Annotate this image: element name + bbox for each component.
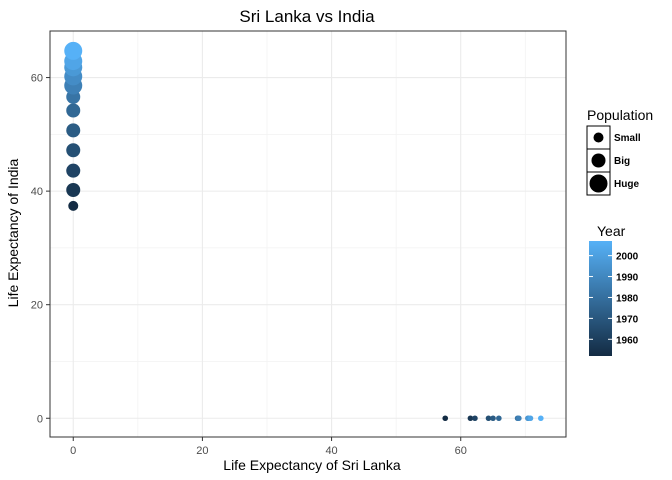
x-tick-label: 0: [70, 445, 76, 457]
population-legend-title: Population: [587, 107, 653, 123]
population-legend-symbol: [589, 174, 608, 193]
colorbar-tick-label: 2000: [616, 252, 639, 263]
data-point: [496, 415, 502, 422]
y-tick-label: 20: [31, 300, 43, 312]
major-gridlines: [50, 31, 566, 437]
panel-background: [50, 31, 566, 437]
colorbar-tick-label: 1980: [616, 293, 639, 304]
y-tick-label: 40: [31, 186, 43, 198]
colorbar-tick-label: 1960: [616, 335, 639, 346]
y-axis: 0 20 40 60: [31, 73, 50, 425]
minor-gridlines: [50, 31, 566, 437]
x-tick-label: 40: [325, 445, 337, 457]
population-legend-symbol: [591, 153, 606, 168]
chart-title: Sri Lanka vs India: [239, 7, 375, 26]
data-point: [472, 415, 478, 422]
data-point: [66, 103, 81, 118]
colorbar-tick-label: 1990: [616, 273, 639, 284]
year-colorbar-ticks: 1960 1970 1980 1990 2000: [589, 252, 639, 346]
population-legend: Population Small Big Huge: [586, 107, 653, 196]
colorbar-tick-label: 1970: [616, 314, 639, 325]
data-point: [516, 415, 522, 422]
data-point: [527, 415, 534, 422]
y-tick-label: 60: [31, 73, 43, 85]
x-axis-label: Life Expectancy of Sri Lanka: [223, 457, 401, 473]
population-legend-label: Huge: [614, 179, 639, 190]
data-point: [538, 415, 544, 422]
plot-panel: [49, 30, 567, 438]
x-axis: 0 20 40 60: [70, 437, 467, 457]
year-legend: Year 1960 1970 1980 1990 2000: [589, 223, 639, 356]
year-colorbar: [589, 241, 612, 356]
y-tick-label: 0: [37, 413, 43, 425]
data-point: [66, 163, 81, 178]
population-legend-symbol: [593, 132, 604, 143]
data-point: [68, 200, 79, 211]
population-legend-label: Big: [614, 156, 630, 167]
population-legend-keys: Small Big Huge: [586, 125, 641, 196]
x-tick-label: 20: [196, 445, 208, 457]
data-points: [64, 41, 544, 422]
year-legend-title: Year: [597, 223, 626, 239]
data-point: [442, 415, 449, 422]
y-axis-label: Life Expectancy of India: [5, 158, 21, 307]
panel-border: [49, 30, 567, 438]
data-point: [485, 415, 492, 422]
population-legend-label: Small: [614, 133, 641, 144]
data-point: [467, 415, 474, 422]
x-tick-label: 60: [455, 445, 467, 457]
data-point: [64, 41, 83, 60]
data-point: [66, 182, 81, 197]
data-point: [490, 415, 496, 422]
data-point: [66, 143, 81, 158]
data-point: [66, 123, 81, 138]
